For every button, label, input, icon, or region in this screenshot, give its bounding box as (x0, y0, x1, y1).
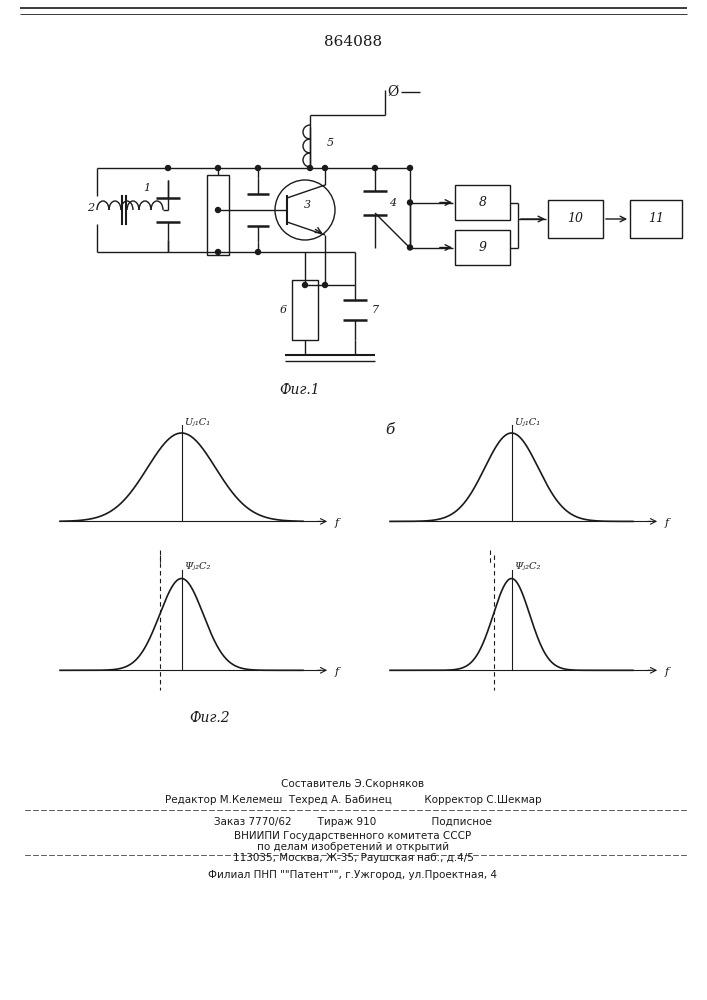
Bar (630, 200, 682, 238)
Bar (455, 185, 510, 220)
Text: 4: 4 (390, 198, 397, 208)
Circle shape (308, 165, 312, 170)
Text: Заказ 7770/62        Тираж 910                 Подписное: Заказ 7770/62 Тираж 910 Подписное (214, 817, 492, 827)
Text: б: б (385, 423, 395, 437)
Text: 3: 3 (303, 200, 310, 210)
Bar (548, 200, 603, 238)
Circle shape (216, 249, 221, 254)
Circle shape (255, 249, 260, 254)
Text: 2: 2 (88, 203, 95, 213)
Bar (207, 175, 229, 255)
Circle shape (255, 165, 260, 170)
Text: Составитель Э.Скорняков: Составитель Э.Скорняков (281, 779, 425, 789)
Circle shape (165, 165, 170, 170)
Text: Uⱼ₁C₁: Uⱼ₁C₁ (185, 418, 211, 426)
Text: 9: 9 (479, 241, 486, 254)
Text: Филиал ПНП ""Патент"", г.Ужгород, ул.Проектная, 4: Филиал ПНП ""Патент"", г.Ужгород, ул.Про… (209, 870, 498, 880)
Circle shape (322, 282, 327, 288)
Text: f: f (665, 667, 669, 677)
Text: Ψⱼ₂C₂: Ψⱼ₂C₂ (515, 562, 541, 572)
Text: по делам изобретений и открытий: по делам изобретений и открытий (257, 842, 449, 852)
Text: Uⱼ₁C₁: Uⱼ₁C₁ (515, 418, 541, 426)
Text: 11: 11 (648, 213, 664, 226)
Circle shape (407, 245, 412, 250)
Text: 864088: 864088 (324, 35, 382, 49)
Text: 7: 7 (371, 305, 378, 315)
Text: 5: 5 (327, 138, 334, 148)
Circle shape (303, 282, 308, 288)
Circle shape (407, 165, 412, 170)
Text: 1: 1 (144, 183, 151, 193)
Bar (292, 280, 318, 340)
Circle shape (216, 165, 221, 170)
Text: f: f (335, 518, 339, 528)
Text: Ø: Ø (387, 85, 399, 99)
Text: Фиг.2: Фиг.2 (189, 711, 230, 725)
Text: 113035, Москва, Ж-35, Раушская наб., д.4/5: 113035, Москва, Ж-35, Раушская наб., д.4… (233, 853, 474, 863)
Circle shape (322, 165, 327, 170)
Text: 8: 8 (479, 196, 486, 209)
Text: Редактор М.Келемеш  Техред А. Бабинец          Корректор С.Шекмар: Редактор М.Келемеш Техред А. Бабинец Кор… (165, 795, 542, 805)
Text: ВНИИПИ Государственного комитета СССР: ВНИИПИ Государственного комитета СССР (235, 831, 472, 841)
Circle shape (216, 208, 221, 213)
Text: 6: 6 (279, 305, 286, 315)
Circle shape (407, 200, 412, 205)
Text: Ψⱼ₂C₂: Ψⱼ₂C₂ (185, 562, 211, 572)
Bar (455, 230, 510, 265)
Circle shape (373, 165, 378, 170)
Text: f: f (335, 667, 339, 677)
Text: f: f (665, 518, 669, 528)
Text: Фиг.1: Фиг.1 (280, 383, 320, 397)
Text: 10: 10 (568, 213, 583, 226)
